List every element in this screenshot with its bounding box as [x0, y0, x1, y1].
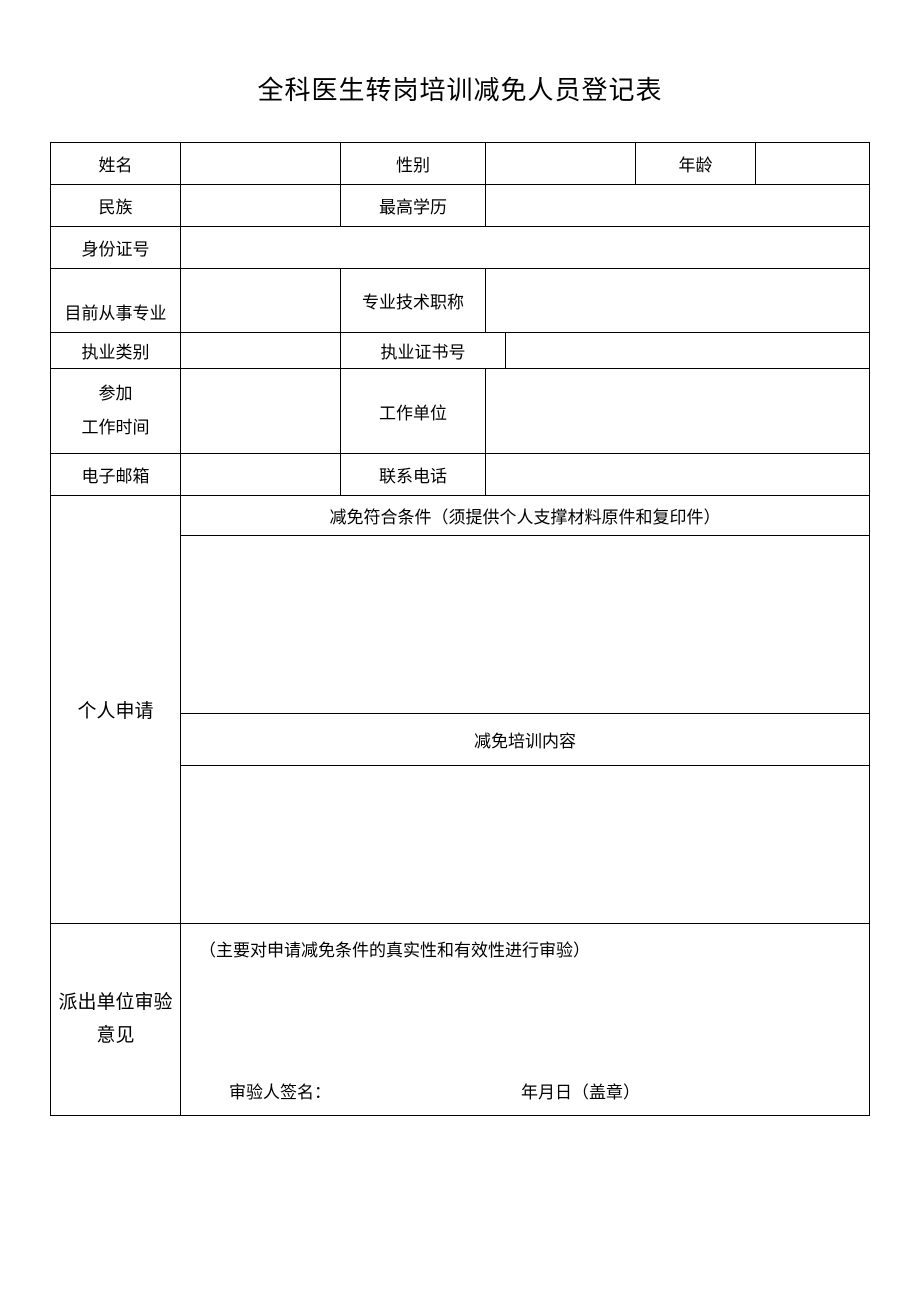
label-review-side: 派出单位审验意见 [51, 924, 181, 1116]
input-worktime[interactable] [181, 369, 341, 454]
input-certno[interactable] [506, 333, 870, 369]
label-worktime: 参加 工作时间 [51, 369, 181, 454]
label-ethnic: 民族 [51, 185, 181, 227]
input-apply-content[interactable] [181, 766, 870, 924]
label-major: 目前从事专业 [51, 269, 181, 333]
label-email: 电子邮箱 [51, 454, 181, 496]
label-name: 姓名 [51, 143, 181, 185]
input-age[interactable] [756, 143, 870, 185]
input-name[interactable] [181, 143, 341, 185]
label-age: 年龄 [636, 143, 756, 185]
review-note: （主要对申请减免条件的真实性和有效性进行审验） [199, 936, 851, 961]
label-practype: 执业类别 [51, 333, 181, 369]
review-cell[interactable]: （主要对申请减免条件的真实性和有效性进行审验） 审验人签名： 年月日（盖章） [181, 924, 870, 1116]
label-edu: 最高学历 [341, 185, 486, 227]
label-protitle: 专业技术职称 [341, 269, 486, 333]
input-workunit[interactable] [486, 369, 870, 454]
review-date-label: 年月日（盖章） [521, 1078, 640, 1103]
label-gender: 性别 [341, 143, 486, 185]
review-sig-label: 审验人签名： [229, 1078, 331, 1103]
input-protitle[interactable] [486, 269, 870, 333]
input-phone[interactable] [486, 454, 870, 496]
label-certno: 执业证书号 [341, 333, 506, 369]
label-phone: 联系电话 [341, 454, 486, 496]
label-apply-content: 减免培训内容 [181, 714, 870, 766]
label-idno: 身份证号 [51, 227, 181, 269]
input-ethnic[interactable] [181, 185, 341, 227]
label-apply-cond: 减免符合条件（须提供个人支撑材料原件和复印件） [181, 496, 870, 536]
input-major[interactable] [181, 269, 341, 333]
input-email[interactable] [181, 454, 341, 496]
label-worktime-a: 参加 [99, 384, 133, 403]
label-worktime-b: 工作时间 [82, 418, 150, 437]
input-gender[interactable] [486, 143, 636, 185]
registration-table: 姓名 性别 年龄 民族 最高学历 身份证号 目前从事专业 专业技术职称 执业类别… [50, 142, 870, 1116]
input-edu[interactable] [486, 185, 870, 227]
input-apply-cond[interactable] [181, 536, 870, 714]
label-apply-side: 个人申请 [51, 496, 181, 924]
label-workunit: 工作单位 [341, 369, 486, 454]
input-practype[interactable] [181, 333, 341, 369]
page-title: 全科医生转岗培训减免人员登记表 [50, 70, 870, 107]
input-idno[interactable] [181, 227, 870, 269]
